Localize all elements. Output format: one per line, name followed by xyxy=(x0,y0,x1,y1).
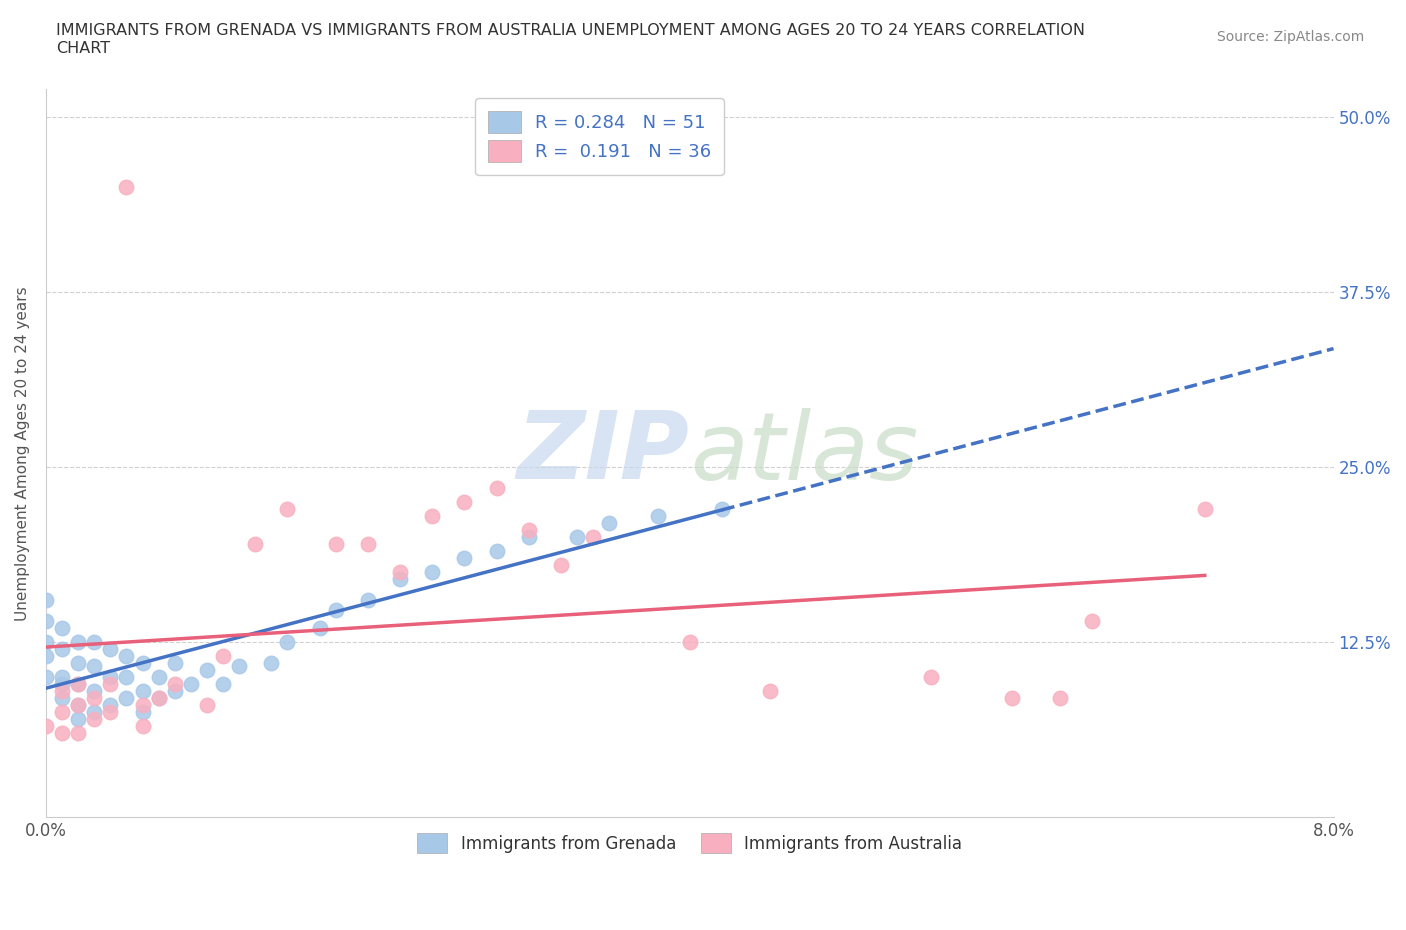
Point xyxy=(131,656,153,671)
Point xyxy=(83,658,105,673)
Point xyxy=(35,614,58,629)
Point xyxy=(67,712,90,727)
Point xyxy=(453,551,475,565)
Point xyxy=(67,698,90,713)
Point xyxy=(260,656,283,671)
Point xyxy=(51,621,73,636)
Point xyxy=(67,677,90,692)
Point xyxy=(163,656,186,671)
Point xyxy=(357,537,380,551)
Point xyxy=(276,502,298,517)
Point xyxy=(565,530,588,545)
Point xyxy=(245,537,267,551)
Point xyxy=(195,663,218,678)
Point xyxy=(357,593,380,608)
Point xyxy=(598,516,620,531)
Point xyxy=(98,677,121,692)
Point xyxy=(276,635,298,650)
Point xyxy=(51,642,73,657)
Point xyxy=(759,684,782,698)
Point xyxy=(35,649,58,664)
Point xyxy=(679,635,702,650)
Point xyxy=(35,593,58,608)
Point xyxy=(228,658,250,673)
Point xyxy=(51,705,73,720)
Point xyxy=(67,656,90,671)
Point xyxy=(115,670,138,684)
Y-axis label: Unemployment Among Ages 20 to 24 years: Unemployment Among Ages 20 to 24 years xyxy=(15,286,30,620)
Point xyxy=(163,677,186,692)
Point xyxy=(98,670,121,684)
Point xyxy=(83,712,105,727)
Text: ZIP: ZIP xyxy=(517,407,690,499)
Point xyxy=(517,530,540,545)
Point xyxy=(131,698,153,713)
Point xyxy=(67,677,90,692)
Point xyxy=(51,670,73,684)
Point xyxy=(67,726,90,741)
Point xyxy=(98,698,121,713)
Point xyxy=(389,572,412,587)
Point xyxy=(83,635,105,650)
Point xyxy=(180,677,202,692)
Point xyxy=(67,698,90,713)
Point xyxy=(485,544,508,559)
Point xyxy=(308,621,330,636)
Point xyxy=(325,603,347,618)
Point xyxy=(1049,691,1071,706)
Point xyxy=(98,705,121,720)
Point xyxy=(710,502,733,517)
Point xyxy=(582,530,605,545)
Point xyxy=(453,495,475,510)
Legend: Immigrants from Grenada, Immigrants from Australia: Immigrants from Grenada, Immigrants from… xyxy=(411,827,969,860)
Point xyxy=(131,719,153,734)
Point xyxy=(131,684,153,698)
Point xyxy=(920,670,942,684)
Point xyxy=(1081,614,1104,629)
Point xyxy=(148,691,170,706)
Point xyxy=(35,719,58,734)
Point xyxy=(115,180,138,195)
Point xyxy=(195,698,218,713)
Point xyxy=(485,481,508,496)
Point xyxy=(51,726,73,741)
Point xyxy=(83,684,105,698)
Text: IMMIGRANTS FROM GRENADA VS IMMIGRANTS FROM AUSTRALIA UNEMPLOYMENT AMONG AGES 20 : IMMIGRANTS FROM GRENADA VS IMMIGRANTS FR… xyxy=(56,23,1085,56)
Point xyxy=(212,677,235,692)
Point xyxy=(67,635,90,650)
Point xyxy=(131,705,153,720)
Point xyxy=(325,537,347,551)
Point xyxy=(83,705,105,720)
Text: Source: ZipAtlas.com: Source: ZipAtlas.com xyxy=(1216,30,1364,44)
Point xyxy=(550,558,572,573)
Point xyxy=(647,509,669,524)
Point xyxy=(115,649,138,664)
Point xyxy=(115,691,138,706)
Point xyxy=(1001,691,1024,706)
Point xyxy=(35,670,58,684)
Point xyxy=(148,691,170,706)
Point xyxy=(389,565,412,579)
Point xyxy=(98,642,121,657)
Point xyxy=(1194,502,1216,517)
Point xyxy=(163,684,186,698)
Point xyxy=(420,509,443,524)
Point xyxy=(83,691,105,706)
Point xyxy=(35,635,58,650)
Point xyxy=(51,691,73,706)
Point xyxy=(420,565,443,579)
Point xyxy=(148,670,170,684)
Point xyxy=(517,523,540,538)
Point xyxy=(212,649,235,664)
Point xyxy=(51,677,73,692)
Text: atlas: atlas xyxy=(690,408,918,498)
Point xyxy=(51,684,73,698)
